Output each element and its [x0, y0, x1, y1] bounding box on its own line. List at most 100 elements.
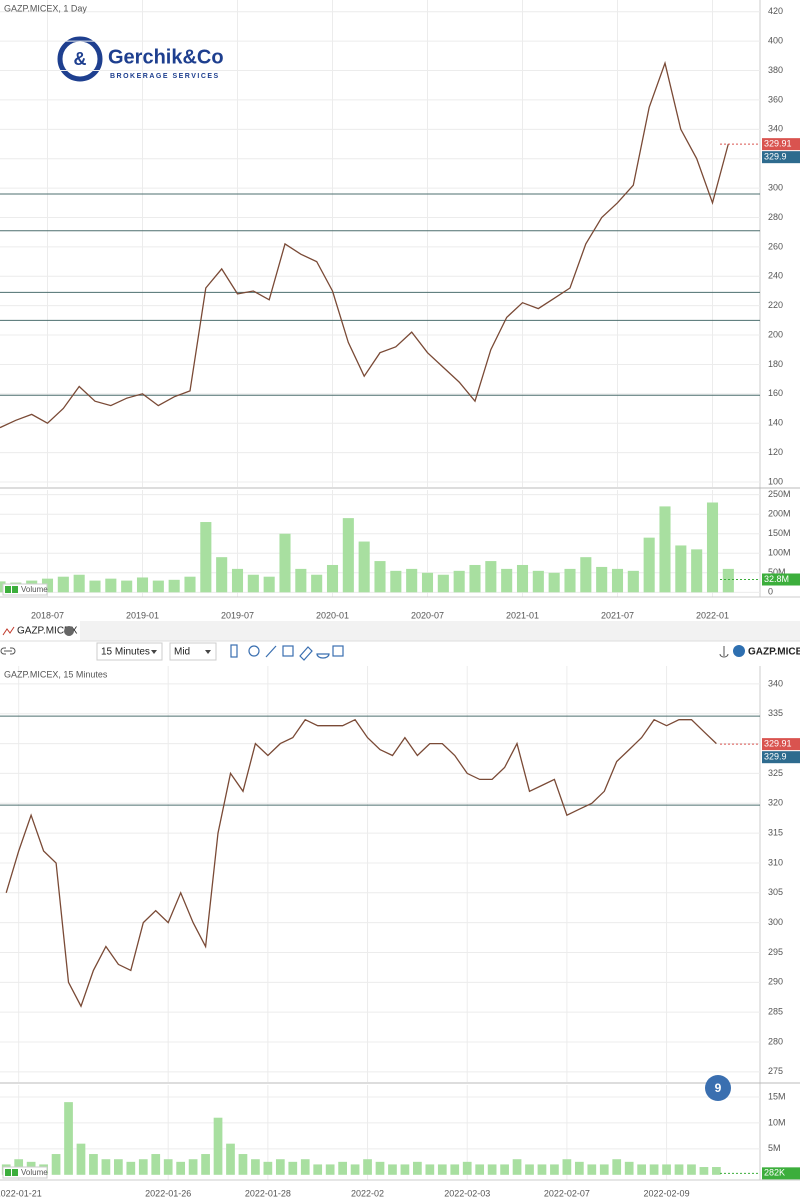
volume-bar [200, 522, 212, 593]
volume-bar [425, 1164, 435, 1175]
volume-bar [216, 557, 228, 593]
volume-bar [374, 561, 386, 593]
tool-icon[interactable] [332, 645, 344, 657]
volume-bar [516, 564, 529, 593]
legend-label: Volume [21, 1168, 48, 1177]
price-dropdown[interactable] [169, 642, 217, 661]
volume-bar [73, 574, 85, 593]
y-tick-label: 305 [768, 887, 783, 897]
volume-bar [574, 1161, 584, 1175]
x-tick-label: 2022-02-03 [444, 1188, 490, 1198]
volume-bar [643, 537, 655, 593]
y-tick-label: 240 [768, 271, 783, 281]
volume-bar [238, 1154, 248, 1175]
volume-bar [188, 1159, 198, 1175]
x-tick-label: 2019-01 [126, 610, 159, 620]
volume-bar [51, 1154, 61, 1175]
legend-swatch [5, 586, 11, 593]
y-tick-label: 50M [768, 567, 786, 577]
toolbar: GAZP.MICEX 15 Minutes Mid GAZP.MICEX [0, 621, 800, 661]
price-line [0, 60, 729, 429]
volume-bar [659, 506, 671, 593]
last-price-box [762, 751, 800, 764]
price-line [5, 718, 717, 1008]
x-tick-label: 2022-02 [351, 1188, 384, 1198]
price-type-label[interactable]: Mid [174, 647, 190, 658]
volume-bar [599, 1164, 609, 1175]
logo-mark: & [74, 49, 87, 69]
tab-bar [0, 621, 800, 641]
volume-bar [201, 1154, 210, 1175]
notification-badge[interactable] [705, 1075, 731, 1101]
volume-bar [699, 1167, 709, 1175]
x-tick-label: 2022-01-28 [245, 1188, 291, 1198]
x-tick-label: 2022-02-07 [544, 1188, 590, 1198]
tool-icon[interactable] [282, 645, 294, 657]
legend-box [2, 1166, 48, 1179]
symbol-label[interactable]: GAZP.MICEX [748, 647, 800, 658]
last-price-box [762, 138, 800, 151]
volume-bar [226, 1143, 235, 1175]
volume-bar [338, 1161, 347, 1175]
volume-bar [706, 502, 719, 593]
volume-bar [400, 1164, 410, 1175]
tool-icon[interactable] [299, 646, 313, 661]
y-tick-label: 340 [768, 124, 783, 134]
volume-bar [406, 568, 418, 593]
y-tick-label: 200 [768, 329, 783, 339]
volume-bar [326, 564, 339, 593]
tab-label[interactable]: GAZP.MICEX [17, 626, 78, 637]
volume-bar [114, 1159, 123, 1175]
volume-bar [89, 1154, 98, 1175]
interval-label[interactable]: 15 Minutes [101, 647, 150, 658]
volume-bar [89, 580, 101, 593]
tool-icon[interactable] [230, 644, 238, 658]
y-tick-label: 295 [768, 947, 783, 957]
volume-bar [413, 1161, 422, 1175]
volume-bar [691, 549, 703, 593]
tab[interactable] [0, 621, 80, 641]
logo-name: Gerchik&Co [108, 46, 224, 68]
interval-dropdown[interactable] [96, 642, 163, 661]
x-tick-label: 2022-01-21 [0, 1188, 42, 1198]
volume-bar [213, 1117, 223, 1175]
anchor-icon[interactable] [719, 646, 729, 658]
volume-bar [350, 1164, 360, 1175]
tool-icon[interactable] [316, 653, 330, 659]
x-tick-label: 2019-07 [221, 610, 254, 620]
y-tick-label: 0 [768, 587, 773, 597]
volume-bar [342, 518, 354, 593]
volume-bar [532, 570, 544, 593]
tool-icon[interactable] [265, 645, 277, 658]
volume-bar [624, 1161, 634, 1175]
volume-bar [388, 1164, 397, 1175]
volume-bar [550, 1164, 559, 1175]
last-volume-label: 32.8M [764, 574, 789, 584]
legend-swatch [12, 1169, 18, 1176]
tool-icon[interactable] [248, 645, 260, 657]
volume-bar [76, 1143, 86, 1175]
last-price-label: 329.91 [764, 739, 792, 749]
volume-bar [687, 1164, 696, 1175]
dropdown-arrow [151, 650, 157, 654]
last-volume-label: 282K [764, 1168, 785, 1178]
volume-bar [64, 1102, 73, 1175]
y-tick-label: 325 [768, 768, 783, 778]
volume-bar [279, 533, 291, 593]
tab-close[interactable] [64, 626, 74, 636]
x-tick-label: 2022-02-09 [644, 1188, 690, 1198]
volume-bar [437, 1164, 447, 1175]
x-tick-label: 2018-07 [31, 610, 64, 620]
y-tick-label: 160 [768, 388, 783, 398]
volume-bar [462, 1161, 472, 1175]
volume-bar [662, 1164, 671, 1175]
link-icon[interactable] [0, 647, 16, 655]
badge-count[interactable]: 9 [715, 1081, 722, 1095]
y-tick-label: 315 [768, 827, 783, 837]
y-tick-label: 5M [768, 1143, 781, 1153]
volume-bar [525, 1164, 534, 1175]
y-tick-label: 335 [768, 708, 783, 718]
volume-bar [311, 574, 323, 593]
y-tick-label: 380 [768, 65, 783, 75]
